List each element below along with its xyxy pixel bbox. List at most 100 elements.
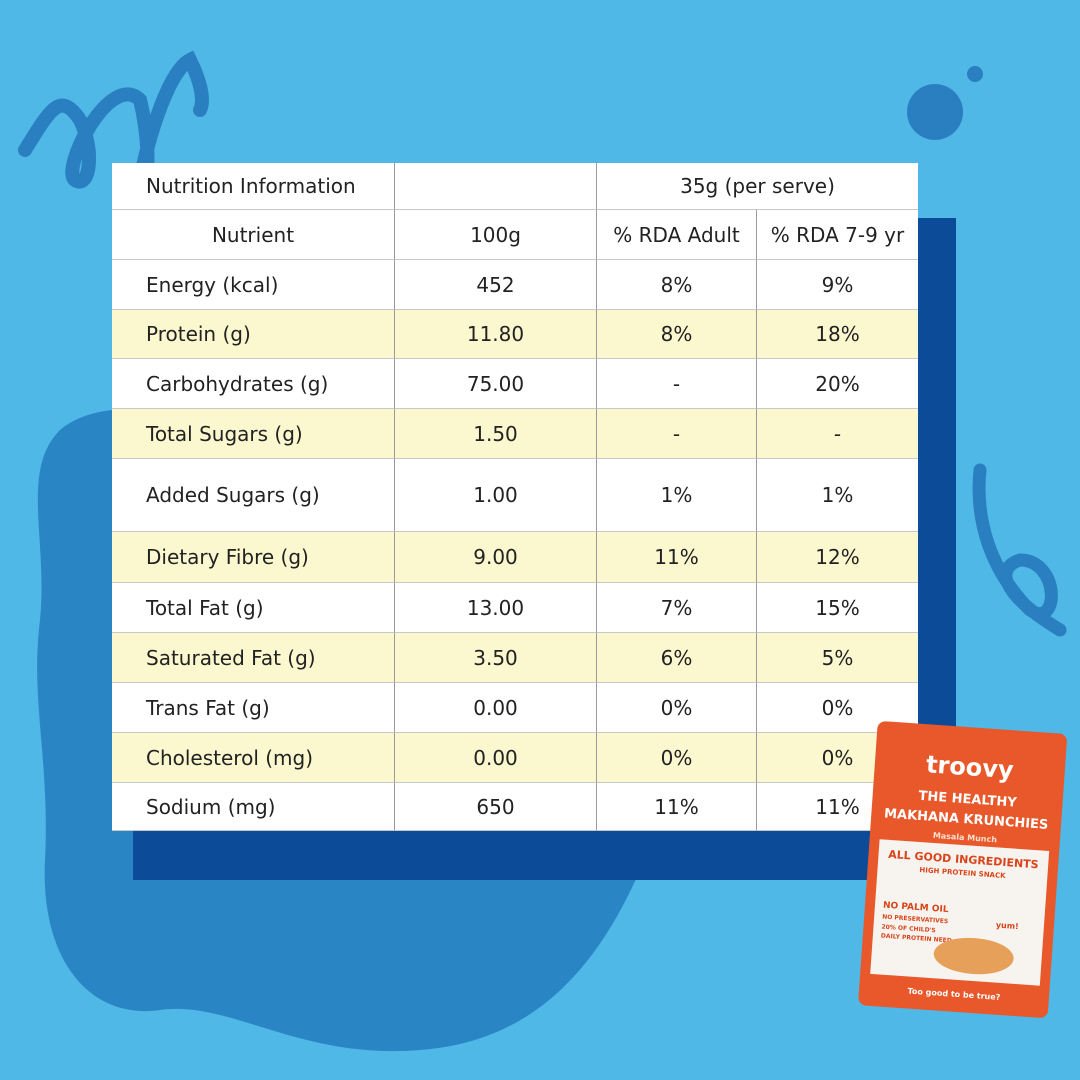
cell-text: Sodium (mg) [146,794,276,819]
table-cell: 6% [597,633,757,683]
cell-text: 12% [815,545,860,569]
dot [967,66,983,82]
cell-text: 8% [660,322,693,346]
table-cell: Sodium (mg) [112,783,395,831]
cell-text: 5% [821,645,854,670]
table-cell: 75.00 [395,359,597,409]
table-cell: 35g (per serve) [597,163,918,210]
table-cell: Dietary Fibre (g) [112,532,395,583]
cell-text: 18% [815,322,860,346]
table-cell: 1.00 [395,459,597,532]
cell-text: 1% [660,483,693,507]
cell-text: 3.50 [473,645,518,670]
table-cell: 11% [597,783,757,831]
cell-text: 650 [476,794,515,819]
cell-text: 1% [821,483,854,507]
scribble [18,50,209,189]
cell-text: 11% [654,545,699,569]
yum: yum! [996,921,1019,932]
table-cell: 3.50 [395,633,597,683]
table-cell: 12% [757,532,918,583]
table-cell: - [757,409,918,459]
cell-text: Saturated Fat (g) [146,645,316,670]
badge: NO PALM OIL [883,901,949,916]
cell-text: 0.00 [473,745,518,770]
badge: NO PRESERVATIVES [882,914,948,926]
table-cell: Added Sugars (g) [112,459,395,532]
table-cell [395,163,597,210]
table-cell: Total Fat (g) [112,583,395,633]
cell-text: 0% [660,695,693,720]
table-cell: 7% [597,583,757,633]
cell-text: 11.80 [466,322,525,346]
cell-text: 11% [815,794,860,819]
product-packet: troovy THE HEALTHY MAKHANA KRUNCHIES Mas… [858,721,1067,1018]
table-cell: 0.00 [395,683,597,733]
flavour: Masala Munch [933,831,998,844]
cell-text: 11% [654,794,699,819]
cell-text: Added Sugars (g) [146,483,320,507]
cell-text: 15% [815,595,860,620]
cell-text: - [833,421,842,446]
table-cell: 9.00 [395,532,597,583]
cell-text: 0.00 [473,695,518,720]
snack-image [933,937,1014,975]
table-cell: 11.80 [395,310,597,359]
table-cell: % RDA 7-9 yr [757,210,918,260]
packet-line: THE HEALTHY [918,789,1018,811]
cell-text: Trans Fat (g) [146,695,270,720]
cell-text: 9.00 [473,545,518,569]
nutrition-table: Nutrition Information 35g (per serve) Nutr… [112,163,918,831]
table-cell: 0% [757,683,918,733]
table-cell: 650 [395,783,597,831]
scribble [972,463,1067,637]
table-cell: - [597,359,757,409]
cell-text: Nutrition Information [146,174,356,198]
brand: troovy [925,750,1015,784]
cell-text: 0% [821,695,854,720]
table-cell: 11% [757,783,918,831]
cell-text: Cholesterol (mg) [146,745,314,770]
cell-text: 452 [476,272,515,297]
cell-text: 8% [660,272,693,297]
cell-text: Dietary Fibre (g) [146,545,309,569]
cell-text: 1.00 [473,483,518,507]
table-cell: Carbohydrates (g) [112,359,395,409]
table-cell: 11% [597,532,757,583]
table-cell: Total Sugars (g) [112,409,395,459]
table-cell: 13.00 [395,583,597,633]
table-cell: 20% [757,359,918,409]
cell-text: % RDA 7-9 yr [770,222,905,247]
table-cell: Cholesterol (mg) [112,733,395,783]
cell-text: - [672,371,681,396]
badge: DAILY PROTEIN NEED [881,933,952,945]
table-cell: 1% [597,459,757,532]
table-cell: 0% [597,733,757,783]
cell-text: 20% [815,371,860,396]
cell-text: % RDA Adult [613,222,740,247]
table-cell: Energy (kcal) [112,260,395,310]
cell-text: Energy (kcal) [146,272,279,297]
cell-text: 13.00 [466,595,525,620]
cell-text: Carbohydrates (g) [146,371,329,396]
table-cell: 8% [597,260,757,310]
table-cell: 8% [597,310,757,359]
table-cell: Nutrient [112,210,395,260]
cell-text: 75.00 [466,371,525,396]
cell-text: 0% [821,745,854,770]
table-cell: % RDA Adult [597,210,757,260]
table-cell: 18% [757,310,918,359]
cell-text: - [672,421,681,446]
dot [907,84,963,140]
cell-text: 9% [821,272,854,297]
table-cell: Protein (g) [112,310,395,359]
cell-text: 6% [660,645,693,670]
table-cell: 452 [395,260,597,310]
table-cell: Nutrition Information [112,163,395,210]
table-cell: Trans Fat (g) [112,683,395,733]
table-cell: 5% [757,633,918,683]
cell-text: Protein (g) [146,322,251,346]
table-cell: 15% [757,583,918,633]
cell-text: 100g [470,222,521,247]
